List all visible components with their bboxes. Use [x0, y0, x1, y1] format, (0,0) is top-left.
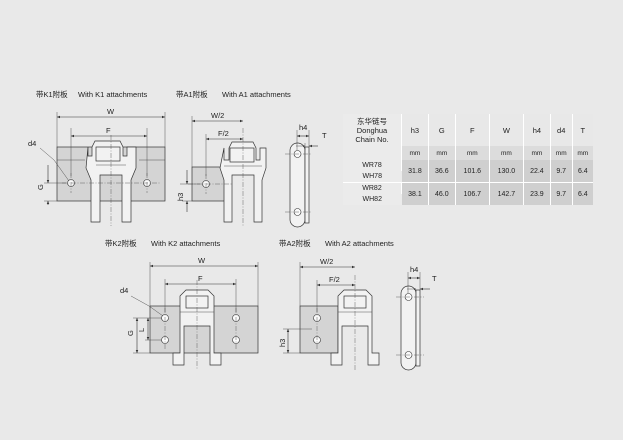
spec-col-header: G: [428, 114, 456, 146]
spec-model: WR78: [343, 160, 402, 171]
spec-cell: 130.0: [489, 160, 524, 183]
spec-cell: 6.4: [572, 160, 593, 183]
spec-table: 东华链号 Donghua Chain No. h3 G F W h4 d4 T …: [343, 114, 593, 205]
a1-attachment-drawing: W/2 F/2 h3: [176, 111, 267, 226]
a2-dim-h3: h3: [278, 339, 287, 347]
caption-a1-en: With A1 attachments: [222, 90, 291, 99]
k2-dim-w: W: [198, 256, 206, 265]
side2-dim-h4: h4: [410, 265, 418, 274]
spec-cell: 6.4: [572, 182, 593, 205]
spec-cell: 31.8: [401, 160, 429, 183]
spec-cell: 9.7: [550, 182, 573, 205]
k2-dim-g: G: [126, 330, 135, 336]
spec-unit: mm: [489, 146, 524, 160]
spec-cell: 23.9: [523, 182, 551, 205]
caption-a2-en: With A2 attachments: [325, 239, 394, 248]
table-row: WR78 31.8 36.6 101.6 130.0 22.4 9.7 6.4: [343, 160, 593, 183]
caption-k1-cn: 带K1附板: [36, 89, 68, 99]
a1-dim-w2: W/2: [211, 111, 224, 120]
caption-a1-cn: 带A1附板: [176, 89, 208, 99]
spec-cell: 22.4: [523, 160, 551, 183]
a2-attachment-plate: [299, 305, 339, 354]
spec-col-header: F: [455, 114, 490, 146]
spec-model-header-cn: 东华链号: [357, 116, 387, 126]
spec-cell: 9.7: [550, 160, 573, 183]
spec-col-header: h4: [523, 114, 551, 146]
a2-dim-w2: W/2: [320, 257, 333, 266]
a2-dim-f2: F/2: [329, 275, 340, 284]
spec-table-header-row: 东华链号 Donghua Chain No. h3 G F W h4 d4 T: [343, 114, 593, 146]
side-view-1: h4 T: [285, 123, 327, 228]
a1-dim-f2: F/2: [218, 129, 229, 138]
k2-dim-l: L: [137, 328, 146, 332]
spec-unit: mm: [550, 146, 573, 160]
spec-col-header: d4: [550, 114, 573, 146]
table-row: WR82 38.1 46.0 106.7 142.7 23.9 9.7 6.4: [343, 182, 593, 205]
spec-model: WR82: [343, 182, 402, 194]
spec-unit: mm: [428, 146, 456, 160]
spec-table-unit-row: mm mm mm mm mm mm mm: [343, 146, 593, 160]
k1-dim-g: G: [36, 184, 45, 190]
side2-dim-t: T: [432, 274, 437, 283]
a1-dim-h3: h3: [176, 193, 185, 201]
spec-col-header: W: [489, 114, 524, 146]
k1-attachment-drawing: W F d4 G: [28, 107, 166, 226]
spec-cell: 101.6: [455, 160, 490, 183]
a2-link-body: [330, 289, 380, 366]
spec-cell: 36.6: [428, 160, 456, 183]
spec-unit: mm: [455, 146, 490, 160]
caption-k1-en: With K1 attachments: [78, 90, 147, 99]
spec-model-header: 东华链号 Donghua Chain No.: [343, 114, 402, 146]
side1-dim-t: T: [322, 131, 327, 140]
spec-cell: 106.7: [455, 182, 490, 205]
spec-model: WH82: [343, 194, 402, 205]
k1-dim-w: W: [107, 107, 115, 116]
spec-model: WH78: [343, 171, 402, 183]
k2-attachment-drawing: W F d4 G L: [120, 256, 259, 370]
spec-cell: 142.7: [489, 182, 524, 205]
k2-link-body: [172, 289, 222, 366]
k1-dim-f: F: [106, 126, 111, 135]
caption-k2-cn: 带K2附板: [105, 238, 137, 248]
k2-dim-d4: d4: [120, 286, 128, 295]
table-row: WH82: [343, 194, 593, 205]
spec-model-header-en1: Donghua: [356, 125, 388, 135]
side1-dim-h4: h4: [299, 123, 307, 132]
k2-dim-f: F: [198, 274, 203, 283]
table-row: WH78: [343, 171, 593, 183]
k1-dim-d4: d4: [28, 139, 36, 148]
caption-k2-en: With K2 attachments: [151, 239, 220, 248]
side-view-2: h4 T: [396, 265, 437, 371]
spec-cell: 38.1: [401, 182, 429, 205]
spec-col-header: T: [572, 114, 593, 146]
spec-model-header-en2: Chain No.: [355, 134, 389, 144]
a2-attachment-drawing: W/2 F/2 h3: [278, 257, 380, 370]
caption-a2-cn: 带A2附板: [279, 238, 311, 248]
spec-col-header: h3: [401, 114, 429, 146]
spec-unit: mm: [523, 146, 551, 160]
spec-unit: mm: [401, 146, 429, 160]
spec-unit: mm: [572, 146, 593, 160]
spec-cell: 46.0: [428, 182, 456, 205]
